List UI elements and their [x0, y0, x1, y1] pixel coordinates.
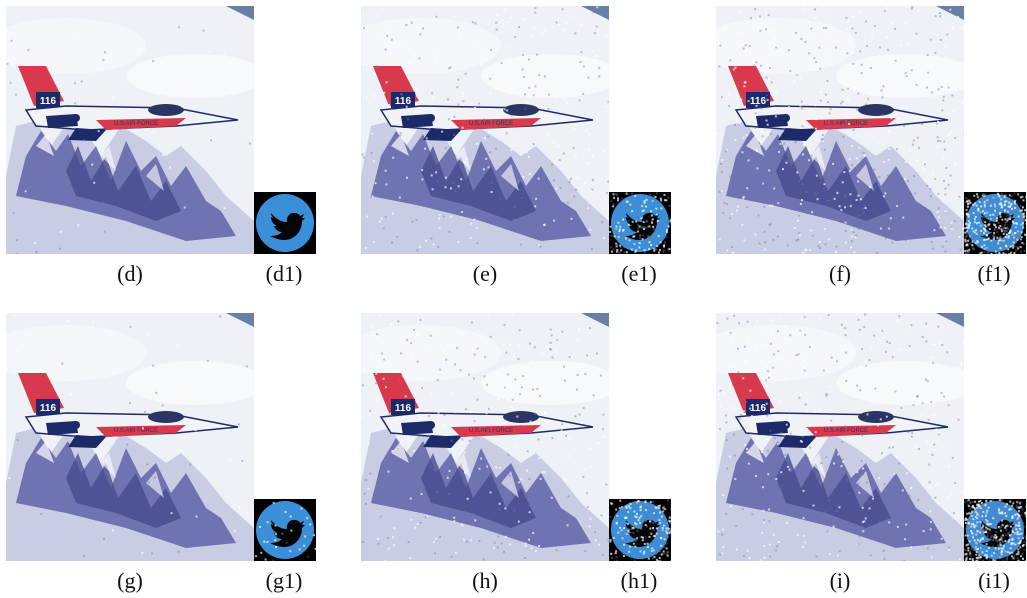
- caption-d: (d): [117, 261, 143, 286]
- caption-i1: (i1): [978, 568, 1010, 593]
- extracted-watermark-d1: [254, 192, 316, 254]
- twitter-bird-icon: [609, 192, 671, 254]
- svg-text:116: 116: [750, 403, 767, 414]
- caption-e: (e): [472, 261, 498, 286]
- svg-text:U.S.AIR FORCE: U.S.AIR FORCE: [469, 121, 513, 127]
- caption-h: (h): [472, 568, 498, 593]
- svg-text:U.S.AIR FORCE: U.S.AIR FORCE: [114, 428, 158, 434]
- jet-photo-svg: 116 U.S.AIR FORCE: [6, 313, 254, 561]
- jet-photo-svg: 116 U.S.AIR FORCE: [361, 6, 609, 254]
- svg-text:116: 116: [395, 403, 412, 414]
- caption-d1: (d1): [265, 261, 303, 286]
- twitter-bird-icon: [964, 499, 1026, 561]
- twitter-bird-icon: [254, 192, 316, 254]
- watermarked-image-d: 116 U.S.AIR FORCE: [6, 6, 254, 254]
- svg-text:U.S.AIR FORCE: U.S.AIR FORCE: [114, 121, 158, 127]
- watermarked-image-i: 116 U.S.AIR FORCE: [716, 313, 964, 561]
- extracted-watermark-i1: [964, 499, 1026, 561]
- watermarked-image-g: 116 U.S.AIR FORCE: [6, 313, 254, 561]
- jet-photo-svg: 116 U.S.AIR FORCE: [716, 6, 964, 254]
- caption-g1: (g1): [265, 568, 303, 593]
- caption-f1: (f1): [977, 261, 1011, 286]
- caption-g: (g): [117, 568, 143, 593]
- jet-photo-svg: 116 U.S.AIR FORCE: [361, 313, 609, 561]
- caption-h1: (h1): [620, 568, 658, 593]
- twitter-bird-icon: [964, 192, 1026, 254]
- extracted-watermark-f1: [964, 192, 1026, 254]
- svg-text:U.S.AIR FORCE: U.S.AIR FORCE: [469, 428, 513, 434]
- svg-text:U.S.AIR FORCE: U.S.AIR FORCE: [824, 121, 868, 127]
- caption-i: (i): [829, 568, 851, 593]
- twitter-bird-icon: [609, 499, 671, 561]
- watermarked-image-e: 116 U.S.AIR FORCE: [361, 6, 609, 254]
- svg-text:116: 116: [750, 96, 767, 107]
- caption-f: (f): [829, 261, 851, 286]
- extracted-watermark-e1: [609, 192, 671, 254]
- extracted-watermark-h1: [609, 499, 671, 561]
- watermarked-image-h: 116 U.S.AIR FORCE: [361, 313, 609, 561]
- jet-photo-svg: 116 U.S.AIR FORCE: [6, 6, 254, 254]
- svg-text:116: 116: [40, 403, 57, 414]
- jet-photo-svg: 116 U.S.AIR FORCE: [716, 313, 964, 561]
- svg-text:U.S.AIR FORCE: U.S.AIR FORCE: [824, 428, 868, 434]
- svg-text:116: 116: [40, 96, 57, 107]
- twitter-bird-icon: [254, 499, 316, 561]
- extracted-watermark-g1: [254, 499, 316, 561]
- watermarked-image-f: 116 U.S.AIR FORCE: [716, 6, 964, 254]
- caption-e1: (e1): [621, 261, 657, 286]
- svg-text:116: 116: [395, 96, 412, 107]
